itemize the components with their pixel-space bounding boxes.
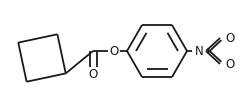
Text: O: O <box>225 57 234 70</box>
Text: O: O <box>88 68 98 81</box>
Text: O: O <box>109 44 119 57</box>
Text: O: O <box>225 32 234 44</box>
Text: N: N <box>195 44 203 57</box>
